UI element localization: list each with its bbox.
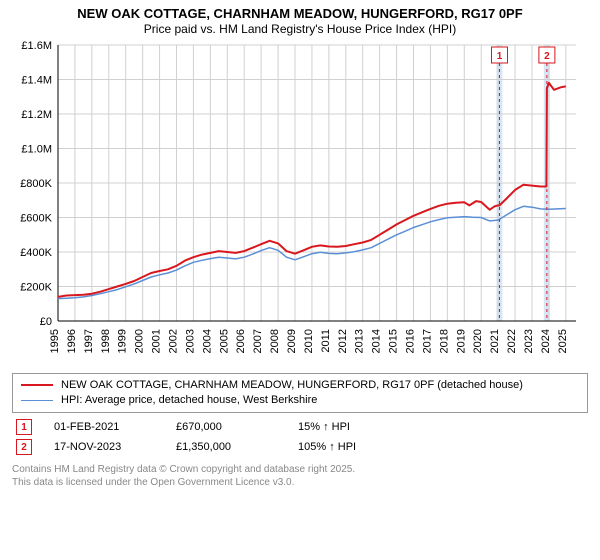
svg-text:2008: 2008 [269,329,281,353]
svg-text:2007: 2007 [252,329,264,353]
svg-text:2012: 2012 [337,329,349,353]
svg-text:2022: 2022 [506,329,518,353]
svg-text:2: 2 [544,51,550,62]
callout-row-1: 1 01-FEB-2021 £670,000 15% ↑ HPI [12,417,588,437]
svg-text:2017: 2017 [421,329,433,353]
svg-text:2024: 2024 [540,329,552,353]
svg-text:2003: 2003 [184,329,196,353]
svg-text:2021: 2021 [489,329,501,353]
callout-marker-1: 1 [16,419,32,435]
svg-text:£1.6M: £1.6M [21,40,52,52]
svg-text:1: 1 [497,51,503,62]
line-chart-svg: £0 £200K £400K £600K £800K £1.0M £1.2M £1.4M £1.… [12,39,588,369]
svg-text:2010: 2010 [303,329,315,353]
svg-text:2018: 2018 [438,329,450,353]
callout-table: 1 01-FEB-2021 £670,000 15% ↑ HPI 2 17-NO… [12,417,588,457]
svg-text:£1.2M: £1.2M [21,109,52,121]
callout-2-delta: 105% ↑ HPI [298,441,398,453]
svg-text:2016: 2016 [404,329,416,353]
attribution: Contains HM Land Registry data © Crown c… [12,463,588,489]
svg-text:2015: 2015 [388,329,400,353]
svg-text:2004: 2004 [201,329,213,353]
svg-text:2020: 2020 [472,329,484,353]
callout-row-2: 2 17-NOV-2023 £1,350,000 105% ↑ HPI [12,437,588,457]
svg-text:2023: 2023 [523,329,535,353]
svg-text:2011: 2011 [320,329,332,353]
attribution-line1: Contains HM Land Registry data © Crown c… [12,463,588,476]
svg-text:2009: 2009 [286,329,298,353]
callout-2-date: 17-NOV-2023 [54,441,154,453]
callout-marker-2: 2 [16,439,32,455]
svg-text:£400K: £400K [20,247,52,259]
svg-text:2006: 2006 [235,329,247,353]
chart-plot: £0 £200K £400K £600K £800K £1.0M £1.2M £1.4M £1.… [12,39,588,369]
svg-text:£200K: £200K [20,281,52,293]
svg-text:1995: 1995 [49,329,61,353]
legend-item-hpi: HPI: Average price, detached house, West… [21,393,579,408]
callout-marker-2-label: 2 [21,442,27,453]
callout-1-price: £670,000 [176,421,276,433]
legend-item-property: NEW OAK COTTAGE, CHARNHAM MEADOW, HUNGER… [21,378,579,393]
svg-text:1996: 1996 [66,329,78,353]
legend-swatch-hpi [21,400,53,401]
attribution-line2: This data is licensed under the Open Gov… [12,476,588,489]
svg-text:2000: 2000 [134,329,146,353]
svg-text:£600K: £600K [20,212,52,224]
chart-container: NEW OAK COTTAGE, CHARNHAM MEADOW, HUNGER… [0,0,600,560]
svg-text:£800K: £800K [20,178,52,190]
legend-label-hpi: HPI: Average price, detached house, West… [61,393,317,408]
svg-text:2013: 2013 [354,329,366,353]
svg-text:2025: 2025 [557,329,569,353]
chart-title-line1: NEW OAK COTTAGE, CHARNHAM MEADOW, HUNGER… [12,6,588,22]
svg-text:2005: 2005 [218,329,230,353]
callout-2-price: £1,350,000 [176,441,276,453]
legend-swatch-property [21,384,53,386]
svg-text:£1.0M: £1.0M [21,143,52,155]
callout-1-date: 01-FEB-2021 [54,421,154,433]
callout-1-delta: 15% ↑ HPI [298,421,398,433]
legend-label-property: NEW OAK COTTAGE, CHARNHAM MEADOW, HUNGER… [61,378,523,393]
svg-text:2019: 2019 [455,329,467,353]
chart-title-line2: Price paid vs. HM Land Registry's House … [12,22,588,36]
svg-text:£1.4M: £1.4M [21,74,52,86]
callout-marker-1-label: 1 [21,422,27,433]
svg-text:2001: 2001 [151,329,163,353]
svg-text:2002: 2002 [167,329,179,353]
svg-text:1999: 1999 [117,329,129,353]
svg-text:£0: £0 [40,316,52,328]
svg-text:1997: 1997 [83,329,95,353]
svg-text:1998: 1998 [100,329,112,353]
svg-text:2014: 2014 [371,329,383,353]
legend: NEW OAK COTTAGE, CHARNHAM MEADOW, HUNGER… [12,373,588,414]
